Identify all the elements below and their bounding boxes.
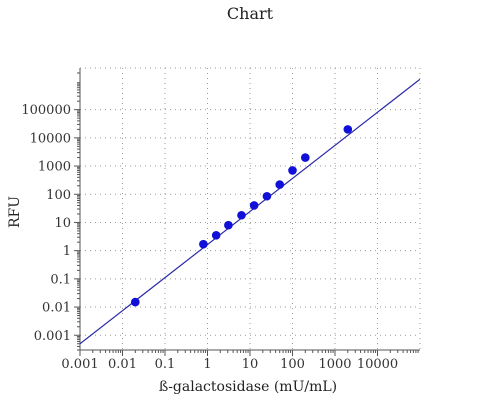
- y-tick-label: 100: [46, 188, 71, 203]
- y-tick-label: 1000: [38, 160, 71, 175]
- y-tick-label: 0.01: [42, 301, 71, 316]
- y-tick-label: 10000: [30, 131, 71, 146]
- y-tick-label: 1: [63, 244, 71, 259]
- x-tick-label: 100: [280, 357, 305, 372]
- data-point: [249, 201, 259, 210]
- data-point: [300, 153, 310, 162]
- x-tick-label: 1: [203, 357, 211, 372]
- chart-title: Chart: [227, 4, 274, 23]
- x-tick-label: 0.01: [108, 357, 137, 372]
- x-axis-label: ß-galactosidase (mU/mL): [159, 379, 337, 395]
- data-point: [237, 210, 246, 220]
- y-tick-label: 10: [54, 216, 71, 231]
- data-point: [224, 220, 233, 230]
- data-point: [262, 191, 272, 201]
- data-points: [130, 125, 353, 307]
- x-tick-label: 0.1: [155, 357, 176, 372]
- x-tick-label: 1000: [318, 357, 351, 372]
- x-tick-label: 0.001: [61, 357, 98, 372]
- data-point: [130, 297, 140, 307]
- data-point: [199, 239, 208, 249]
- data-point: [211, 231, 221, 240]
- y-tick-label: 0.001: [34, 329, 71, 344]
- x-tick-label: 10: [242, 357, 259, 372]
- y-axis-label: RFU: [7, 196, 23, 228]
- axes: 0.001 0.01 0.1 1 10 100 1000 10000 0.001 0.01 0.1 1…: [21, 68, 420, 372]
- x-tick-label: 10000: [357, 357, 398, 372]
- grid-layer: [79, 67, 421, 350]
- data-point: [288, 166, 297, 175]
- y-tick-label: 0.1: [50, 272, 71, 287]
- data-point: [343, 125, 353, 134]
- data-point: [275, 180, 285, 189]
- y-tick-label: 100000: [21, 103, 71, 118]
